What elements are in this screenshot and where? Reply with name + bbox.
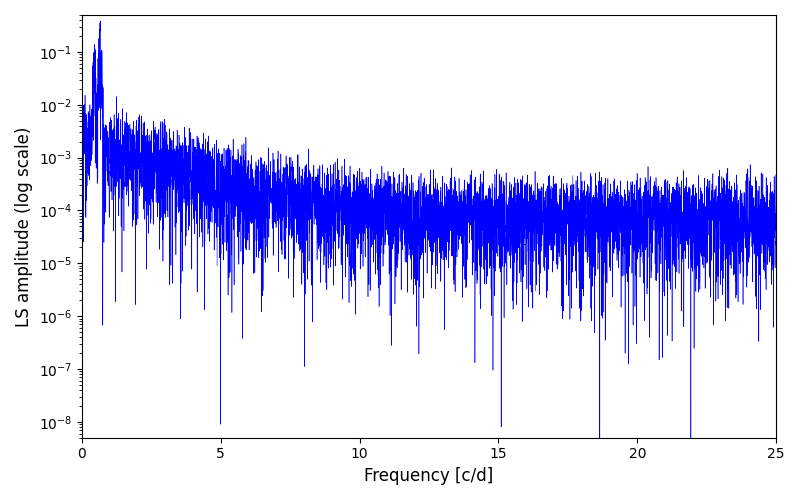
Y-axis label: LS amplitude (log scale): LS amplitude (log scale) — [15, 126, 33, 326]
X-axis label: Frequency [c/d]: Frequency [c/d] — [364, 467, 494, 485]
